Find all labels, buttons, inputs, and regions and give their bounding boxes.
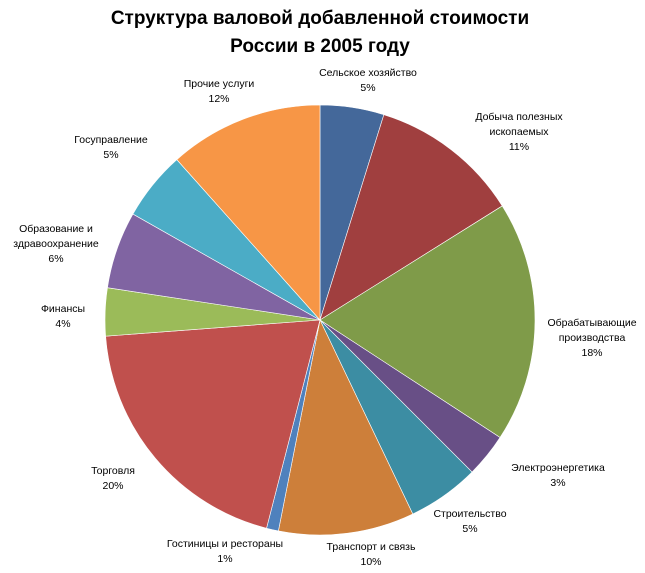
data-label-category: Добыча полезных <box>475 111 563 123</box>
data-label-category: Транспорт и связь <box>327 541 416 553</box>
data-label-category: производства <box>559 332 626 344</box>
data-label-category: Сельское хозяйство <box>319 67 417 79</box>
data-label-percent: 6% <box>48 253 63 265</box>
data-label-category: Строительство <box>433 508 506 520</box>
data-label-percent: 4% <box>55 318 70 330</box>
data-label-category: Гостиницы и рестораны <box>167 538 283 550</box>
data-label-percent: 18% <box>581 347 602 359</box>
data-label-percent: 11% <box>509 141 529 153</box>
data-label-percent: 5% <box>462 523 477 535</box>
data-label-category: ископаемых <box>489 126 549 138</box>
data-label-percent: 20% <box>102 480 123 492</box>
data-label-category: Прочие услуги <box>184 78 255 90</box>
data-label-category: Обрабатывающие <box>547 317 636 329</box>
pie-slice <box>176 104 321 321</box>
data-label-category: Образование и <box>19 223 93 235</box>
data-label-percent: 12% <box>208 93 229 105</box>
chart-title-line-2: России в 2005 году <box>230 36 410 57</box>
pie-slice <box>319 114 503 321</box>
data-label-percent: 5% <box>360 82 375 94</box>
data-label-category: Электроэнергетика <box>511 462 605 474</box>
pie-slice <box>278 319 414 536</box>
data-label-category: Торговля <box>91 465 135 477</box>
data-label-category: здравоохранение <box>13 238 99 250</box>
pie-slice <box>105 319 321 529</box>
chart-title-line-1: Структура валовой добавленной стоимости <box>111 8 529 29</box>
data-label-percent: 10% <box>360 556 381 568</box>
data-label-category: Госуправление <box>74 134 148 146</box>
pie-slice <box>319 205 536 438</box>
data-label-category: Финансы <box>41 303 85 315</box>
data-label-percent: 5% <box>103 149 118 161</box>
data-label-percent: 1% <box>217 553 232 565</box>
data-label-percent: 3% <box>550 477 565 489</box>
